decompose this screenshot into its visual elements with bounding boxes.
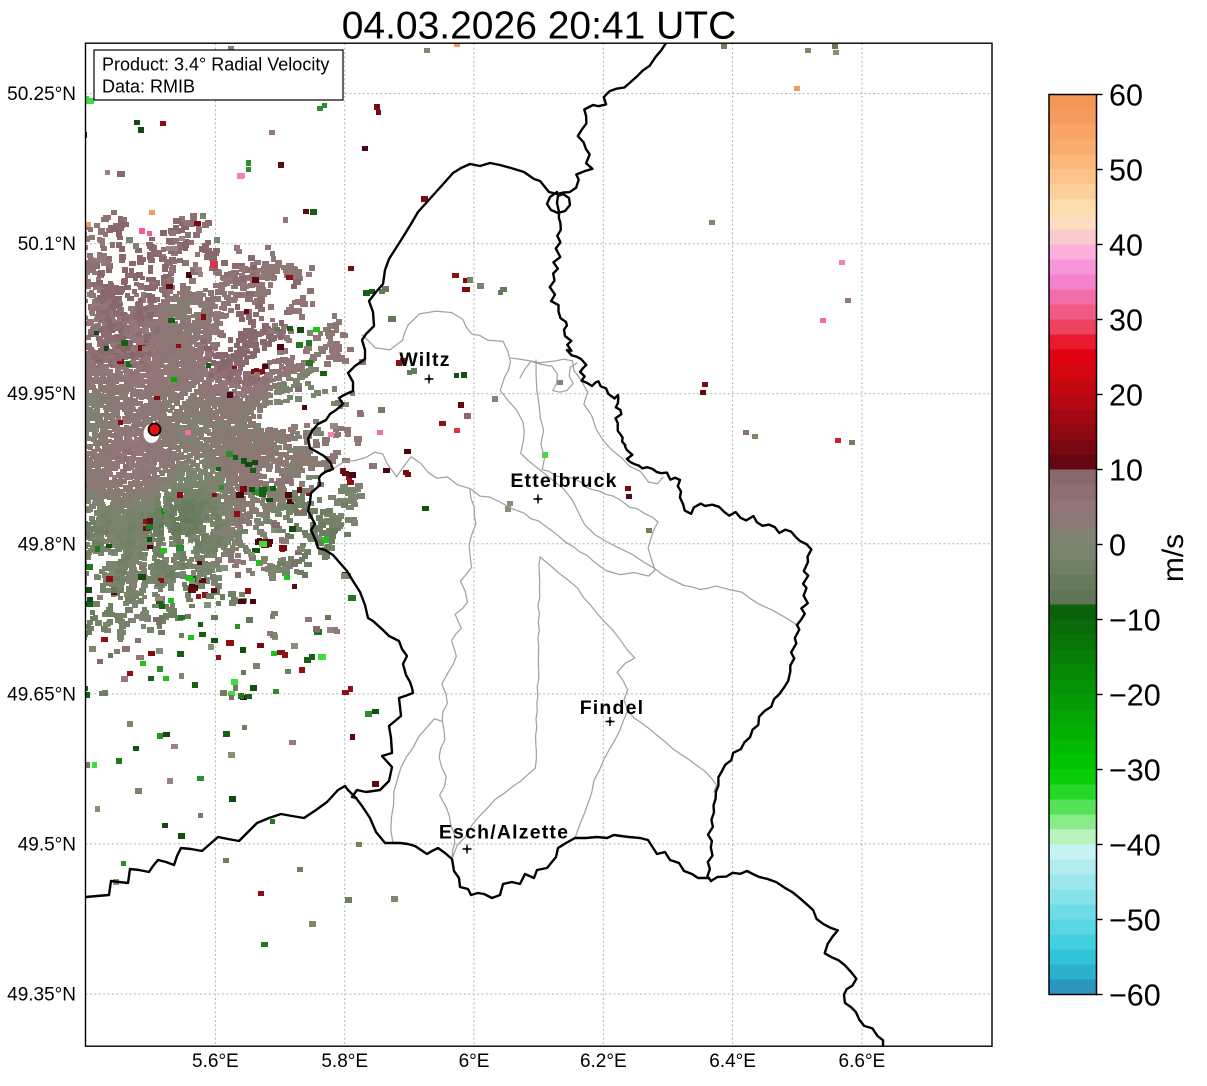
svg-text:Esch/Alzette: Esch/Alzette <box>439 822 569 844</box>
svg-text:Wiltz: Wiltz <box>399 349 450 371</box>
svg-text:50.25°N: 50.25°N <box>7 84 76 105</box>
svg-text:50.1°N: 50.1°N <box>18 234 76 255</box>
svg-text:−30: −30 <box>1109 754 1161 788</box>
svg-text:−10: −10 <box>1109 604 1161 638</box>
svg-text:Product: 3.4° Radial Velocity: Product: 3.4° Radial Velocity <box>102 55 329 75</box>
svg-text:49.35°N: 49.35°N <box>7 985 76 1006</box>
svg-text:−50: −50 <box>1109 904 1161 938</box>
svg-text:30: 30 <box>1109 304 1143 338</box>
svg-text:5.8°E: 5.8°E <box>321 1051 368 1072</box>
svg-text:20: 20 <box>1109 379 1143 413</box>
svg-text:40: 40 <box>1109 229 1143 263</box>
svg-text:6.2°E: 6.2°E <box>580 1051 627 1072</box>
svg-text:−60: −60 <box>1109 979 1161 1013</box>
svg-text:Findel: Findel <box>580 697 645 719</box>
svg-text:−20: −20 <box>1109 679 1161 713</box>
svg-text:49.8°N: 49.8°N <box>18 534 76 555</box>
svg-text:60: 60 <box>1109 79 1143 113</box>
svg-text:Data: RMIB: Data: RMIB <box>102 77 195 97</box>
svg-text:6.6°E: 6.6°E <box>839 1051 886 1072</box>
svg-text:−40: −40 <box>1109 829 1161 863</box>
svg-text:Ettelbruck: Ettelbruck <box>510 470 617 492</box>
svg-text:10: 10 <box>1109 454 1143 488</box>
svg-text:5.6°E: 5.6°E <box>192 1051 239 1072</box>
svg-text:49.65°N: 49.65°N <box>7 684 76 705</box>
svg-text:6.4°E: 6.4°E <box>709 1051 756 1072</box>
svg-text:m/s: m/s <box>1157 534 1190 582</box>
svg-text:0: 0 <box>1109 529 1126 563</box>
svg-text:49.5°N: 49.5°N <box>18 834 76 855</box>
svg-text:04.03.2026 20:41 UTC: 04.03.2026 20:41 UTC <box>342 5 737 48</box>
svg-text:49.95°N: 49.95°N <box>7 384 76 405</box>
svg-text:50: 50 <box>1109 154 1143 188</box>
svg-text:6°E: 6°E <box>459 1051 490 1072</box>
